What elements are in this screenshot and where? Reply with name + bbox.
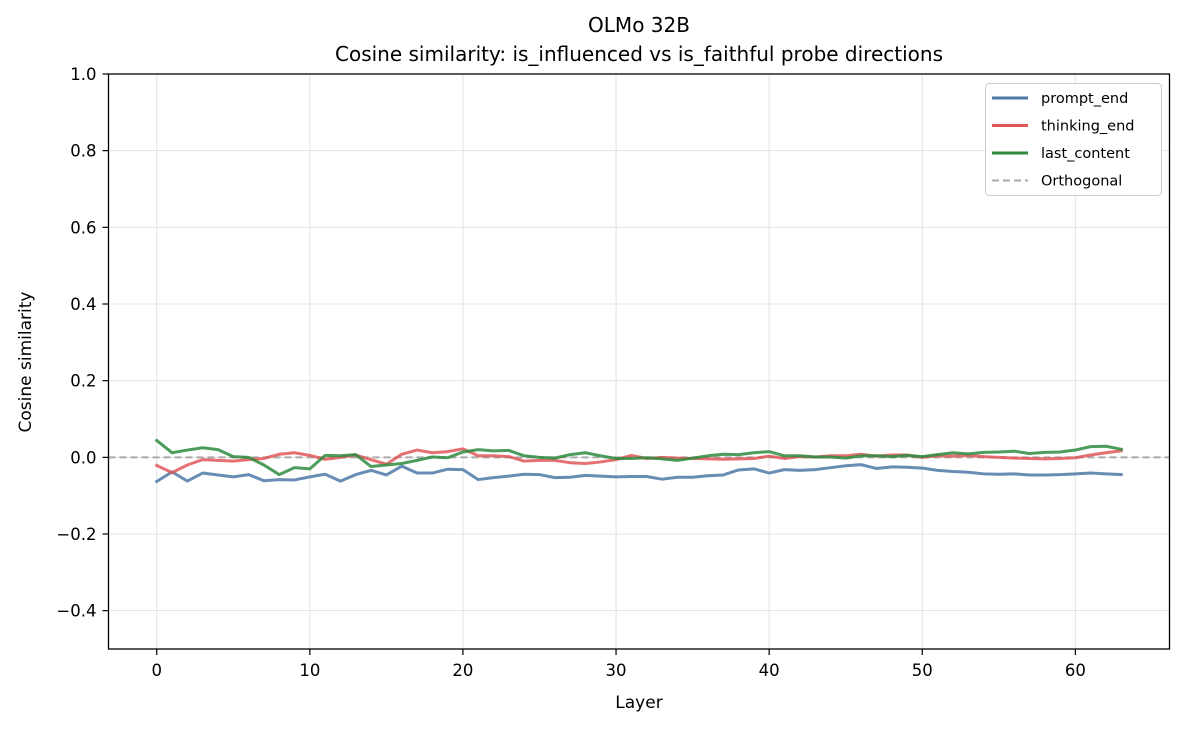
y-tick-label: 0.4 [70, 295, 96, 314]
legend-label-orthogonal: Orthogonal [1041, 174, 1122, 190]
y-tick-label: 0.0 [70, 448, 96, 467]
y-axis-label: Cosine similarity [16, 292, 36, 433]
y-tick-label: 0.2 [70, 372, 96, 391]
y-axis: −0.4 −0.2 0.0 0.2 0.4 0.6 0.8 1.0 [56, 65, 109, 621]
chart-title: OLMo 32B [588, 13, 690, 37]
x-tick-label: 10 [299, 661, 320, 680]
x-tick-label: 0 [151, 661, 162, 680]
legend-label-prompt-end: prompt_end [1041, 91, 1128, 107]
y-tick-label: 1.0 [70, 65, 96, 84]
series-line-prompt-end [154, 463, 1123, 484]
chart-subtitle: Cosine similarity: is_influenced vs is_f… [335, 42, 943, 66]
x-axis-label: Layer [615, 693, 662, 713]
series-layer [154, 438, 1124, 484]
x-axis: 0 10 20 30 40 50 60 [151, 649, 1086, 680]
legend-label-thinking-end: thinking_end [1041, 119, 1134, 135]
x-tick-label: 40 [759, 661, 780, 680]
x-tick-label: 20 [452, 661, 473, 680]
x-tick-label: 60 [1065, 661, 1086, 680]
y-tick-label: 0.6 [70, 218, 96, 237]
y-tick-label: −0.4 [56, 602, 96, 621]
x-tick-label: 50 [912, 661, 933, 680]
legend-label-last-content: last_content [1041, 146, 1130, 162]
series-line-last-content [154, 438, 1124, 477]
y-tick-label: 0.8 [70, 142, 96, 161]
plot-frame [107, 73, 1171, 650]
legend-box [985, 83, 1162, 196]
x-tick-label: 30 [606, 661, 627, 680]
y-tick-label: −0.2 [56, 525, 96, 544]
legend: prompt_end thinking_end last_content Orthog… [985, 83, 1162, 196]
